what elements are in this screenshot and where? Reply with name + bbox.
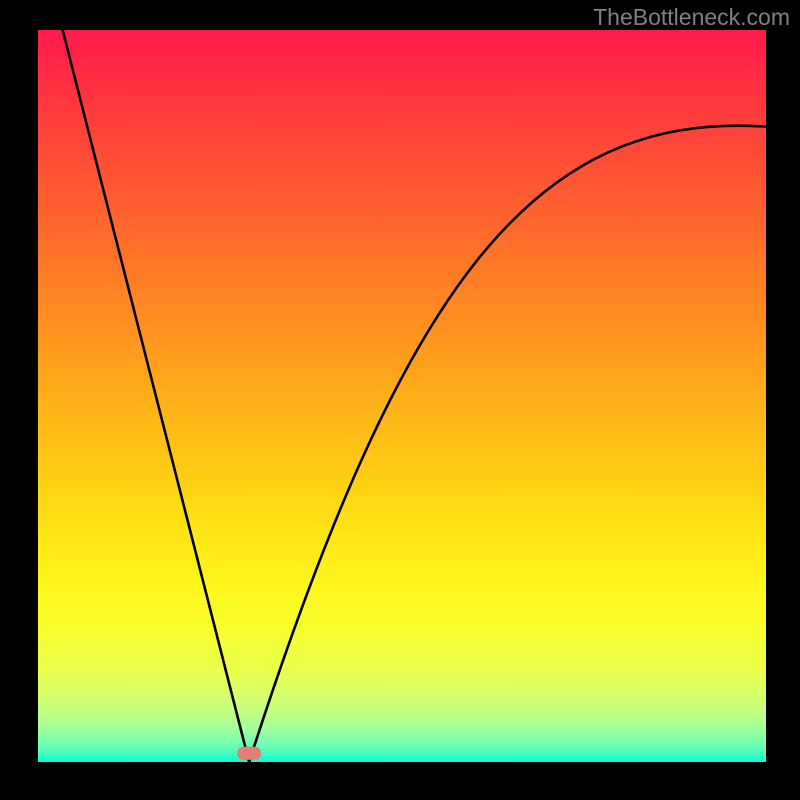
watermark-text: TheBottleneck.com [593,4,790,31]
chart-svg [0,0,800,800]
bottleneck-chart: TheBottleneck.com [0,0,800,800]
plot-background [38,30,766,762]
optimal-marker [237,747,261,760]
